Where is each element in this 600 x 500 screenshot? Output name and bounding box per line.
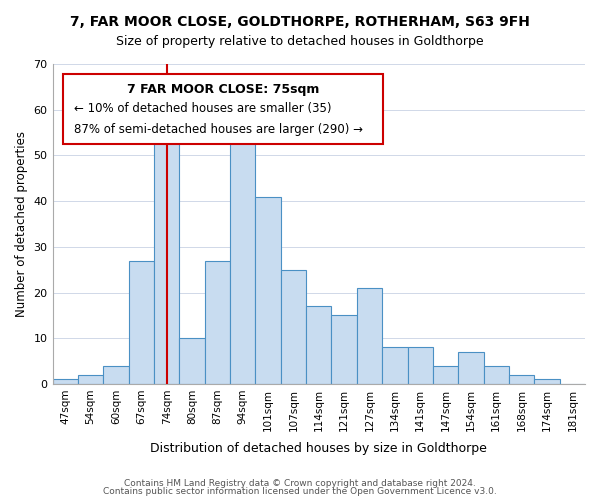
- Bar: [484, 366, 509, 384]
- Bar: [306, 306, 331, 384]
- Bar: [534, 380, 560, 384]
- Bar: [407, 348, 433, 384]
- Bar: [78, 375, 103, 384]
- Bar: [205, 260, 230, 384]
- Y-axis label: Number of detached properties: Number of detached properties: [15, 131, 28, 317]
- Bar: [103, 366, 128, 384]
- Bar: [281, 270, 306, 384]
- Bar: [154, 132, 179, 384]
- Text: 87% of semi-detached houses are larger (290) →: 87% of semi-detached houses are larger (…: [74, 123, 363, 136]
- Text: Size of property relative to detached houses in Goldthorpe: Size of property relative to detached ho…: [116, 35, 484, 48]
- Bar: [230, 128, 256, 384]
- X-axis label: Distribution of detached houses by size in Goldthorpe: Distribution of detached houses by size …: [151, 442, 487, 455]
- Text: ← 10% of detached houses are smaller (35): ← 10% of detached houses are smaller (35…: [74, 102, 331, 116]
- Bar: [179, 338, 205, 384]
- Bar: [509, 375, 534, 384]
- Text: Contains public sector information licensed under the Open Government Licence v3: Contains public sector information licen…: [103, 487, 497, 496]
- Bar: [357, 288, 382, 384]
- Text: Contains HM Land Registry data © Crown copyright and database right 2024.: Contains HM Land Registry data © Crown c…: [124, 478, 476, 488]
- FancyBboxPatch shape: [63, 74, 383, 144]
- Bar: [458, 352, 484, 384]
- Bar: [433, 366, 458, 384]
- Bar: [128, 260, 154, 384]
- Text: 7 FAR MOOR CLOSE: 75sqm: 7 FAR MOOR CLOSE: 75sqm: [127, 83, 319, 96]
- Bar: [256, 196, 281, 384]
- Text: 7, FAR MOOR CLOSE, GOLDTHORPE, ROTHERHAM, S63 9FH: 7, FAR MOOR CLOSE, GOLDTHORPE, ROTHERHAM…: [70, 15, 530, 29]
- Bar: [382, 348, 407, 384]
- Bar: [331, 316, 357, 384]
- Bar: [53, 380, 78, 384]
